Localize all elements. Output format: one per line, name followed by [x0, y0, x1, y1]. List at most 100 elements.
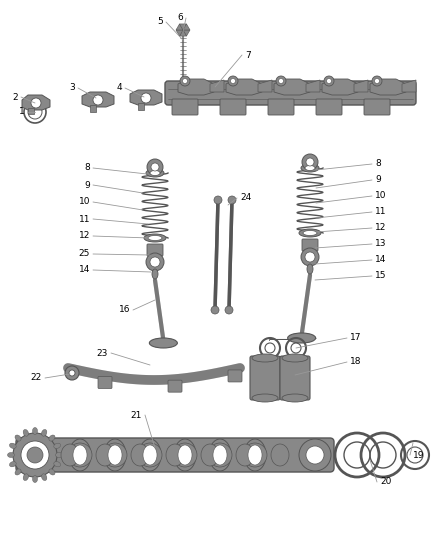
Circle shape — [180, 76, 190, 86]
Circle shape — [68, 443, 92, 467]
Text: 17: 17 — [350, 334, 361, 343]
Circle shape — [372, 76, 382, 86]
Polygon shape — [176, 24, 183, 30]
Ellipse shape — [42, 430, 47, 436]
Ellipse shape — [244, 439, 266, 471]
Ellipse shape — [150, 171, 160, 175]
FancyBboxPatch shape — [364, 99, 390, 115]
Polygon shape — [210, 80, 224, 92]
Ellipse shape — [143, 445, 157, 465]
Ellipse shape — [42, 474, 47, 481]
Ellipse shape — [15, 469, 21, 475]
Ellipse shape — [271, 444, 289, 466]
Polygon shape — [183, 24, 190, 30]
Ellipse shape — [104, 439, 126, 471]
Polygon shape — [176, 30, 183, 36]
Polygon shape — [370, 79, 406, 95]
Text: 8: 8 — [84, 164, 90, 173]
Polygon shape — [306, 80, 320, 92]
Circle shape — [326, 78, 332, 84]
Text: 16: 16 — [119, 305, 130, 314]
Ellipse shape — [288, 333, 316, 343]
Ellipse shape — [96, 444, 114, 466]
FancyBboxPatch shape — [147, 244, 163, 256]
Text: 11: 11 — [78, 214, 90, 223]
Text: 9: 9 — [84, 181, 90, 190]
Circle shape — [211, 306, 219, 314]
Polygon shape — [270, 340, 296, 356]
Ellipse shape — [10, 462, 16, 467]
Polygon shape — [82, 92, 114, 107]
Circle shape — [243, 443, 267, 467]
Text: 14: 14 — [375, 255, 386, 264]
Ellipse shape — [61, 444, 79, 466]
Ellipse shape — [301, 164, 319, 172]
FancyBboxPatch shape — [220, 99, 246, 115]
Circle shape — [228, 76, 238, 86]
Ellipse shape — [307, 264, 313, 274]
Ellipse shape — [56, 453, 63, 457]
Polygon shape — [138, 103, 144, 110]
Ellipse shape — [248, 445, 262, 465]
Text: 12: 12 — [375, 223, 386, 232]
Circle shape — [208, 443, 232, 467]
Ellipse shape — [148, 236, 162, 240]
Polygon shape — [402, 80, 416, 92]
Text: 14: 14 — [79, 265, 90, 274]
Ellipse shape — [174, 439, 196, 471]
Text: 21: 21 — [131, 410, 142, 419]
Circle shape — [225, 306, 233, 314]
Circle shape — [306, 158, 314, 166]
Text: 4: 4 — [117, 84, 122, 93]
Text: 23: 23 — [97, 349, 108, 358]
Circle shape — [374, 78, 379, 84]
Polygon shape — [226, 79, 262, 95]
Polygon shape — [183, 30, 190, 36]
Text: 15: 15 — [375, 271, 386, 280]
Ellipse shape — [73, 445, 87, 465]
Circle shape — [31, 98, 41, 108]
Text: 19: 19 — [413, 450, 424, 459]
Ellipse shape — [108, 445, 122, 465]
Circle shape — [138, 443, 162, 467]
Ellipse shape — [282, 394, 308, 402]
Circle shape — [147, 159, 163, 175]
Text: 24: 24 — [240, 193, 251, 203]
Ellipse shape — [23, 430, 28, 436]
Circle shape — [27, 447, 43, 463]
Ellipse shape — [15, 435, 21, 441]
Text: 11: 11 — [375, 207, 386, 216]
Ellipse shape — [32, 475, 38, 482]
Text: 5: 5 — [157, 18, 163, 27]
Ellipse shape — [252, 394, 278, 402]
Ellipse shape — [54, 462, 60, 467]
Ellipse shape — [152, 269, 158, 279]
Ellipse shape — [166, 444, 184, 466]
FancyBboxPatch shape — [250, 356, 280, 400]
Ellipse shape — [54, 443, 60, 448]
Circle shape — [141, 93, 151, 103]
Text: 20: 20 — [380, 478, 392, 487]
Text: 8: 8 — [375, 159, 381, 168]
Text: 13: 13 — [375, 239, 386, 248]
Ellipse shape — [139, 439, 161, 471]
Polygon shape — [354, 80, 368, 92]
Circle shape — [93, 95, 103, 105]
Circle shape — [276, 76, 286, 86]
Circle shape — [146, 253, 164, 271]
Ellipse shape — [201, 444, 219, 466]
Text: 3: 3 — [69, 84, 75, 93]
Polygon shape — [28, 108, 34, 114]
Ellipse shape — [305, 166, 315, 171]
Ellipse shape — [49, 435, 55, 441]
Polygon shape — [90, 105, 96, 112]
Text: 1: 1 — [19, 108, 25, 117]
Text: 25: 25 — [79, 249, 90, 259]
FancyBboxPatch shape — [16, 438, 334, 472]
Polygon shape — [274, 79, 310, 95]
Circle shape — [214, 196, 222, 204]
Circle shape — [228, 196, 236, 204]
Ellipse shape — [149, 338, 177, 348]
Ellipse shape — [213, 445, 227, 465]
Ellipse shape — [303, 230, 317, 236]
